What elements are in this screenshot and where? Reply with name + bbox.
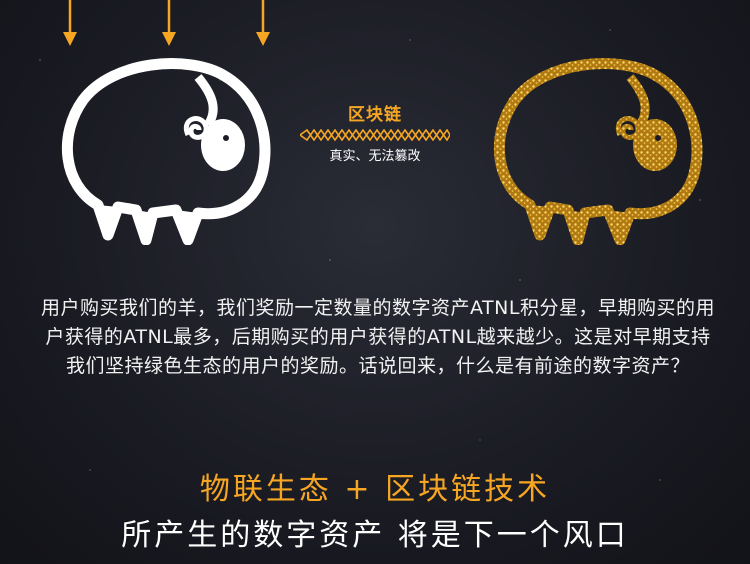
chain-zigzag-icon bbox=[300, 129, 450, 141]
badge-subtitle: 真实、无法篡改 bbox=[329, 149, 421, 164]
gold-sheep-icon bbox=[493, 58, 703, 245]
down-arrow-icon bbox=[162, 0, 176, 46]
headline-primary: 物联生态 + 区块链技术 bbox=[199, 472, 551, 507]
badge-title: 区块链 bbox=[348, 105, 402, 125]
headline-secondary: 所产生的数字资产 将是下一个风口 bbox=[121, 518, 629, 553]
down-arrow-icon bbox=[256, 0, 270, 46]
description-paragraph: 用户购买我们的羊，我们奖励一定数量的数字资产ATNL积分星，早期购买的用户获得的… bbox=[41, 297, 715, 377]
white-sheep-icon bbox=[61, 58, 271, 245]
down-arrow-icon bbox=[63, 0, 77, 46]
blockchain-badge: 区块链 真实、无法篡改 bbox=[290, 100, 460, 164]
